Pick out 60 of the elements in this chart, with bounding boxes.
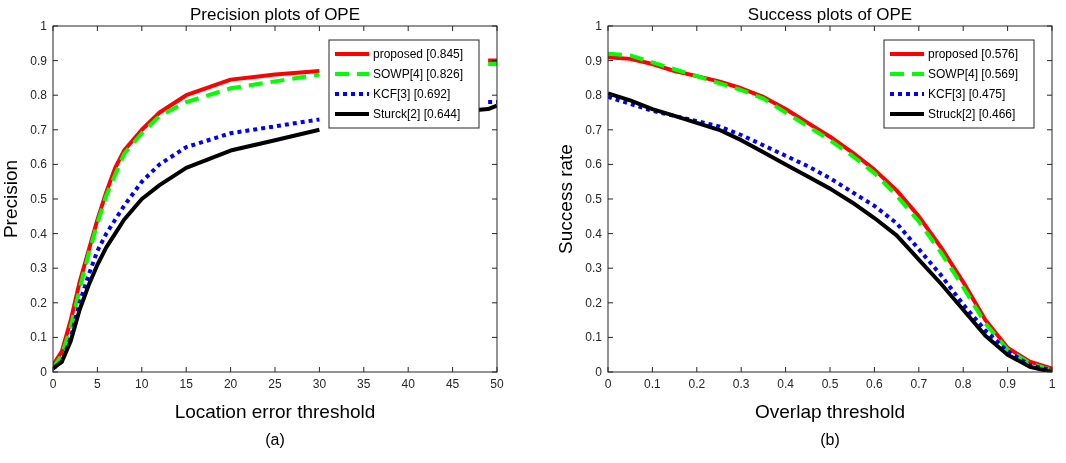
x-tick-label: 5 xyxy=(94,377,102,391)
x-tick-label: 0.7 xyxy=(910,377,928,391)
x-axis-title: Overlap threshold xyxy=(755,401,905,422)
y-tick-label: 0.3 xyxy=(30,261,48,276)
y-tick-label: 1 xyxy=(595,19,603,33)
y-tick-label: 0.6 xyxy=(585,157,603,172)
y-tick-label: 0.6 xyxy=(30,157,48,172)
y-tick-label: 0 xyxy=(40,365,48,379)
y-tick-label: 0.7 xyxy=(30,122,48,137)
y-tick-label: 0.4 xyxy=(585,226,603,241)
y-tick-label: 0.1 xyxy=(585,330,603,345)
y-tick-label: 0.9 xyxy=(30,53,48,68)
x-tick-label: 20 xyxy=(223,377,238,391)
legend-label: Sturck[2] [0.644] xyxy=(373,107,461,121)
text: (a) xyxy=(265,431,285,448)
y-tick-label: 0.2 xyxy=(585,295,603,310)
x-tick-label: 25 xyxy=(268,377,282,391)
y-axis-title: Success rate xyxy=(555,144,576,254)
y-tick-label: 0.8 xyxy=(30,88,48,103)
y-tick-label: 0.3 xyxy=(585,261,603,276)
x-tick-label: 0.3 xyxy=(732,377,750,391)
series-label: SOWP[4] [0.826] xyxy=(373,67,464,81)
x-tick-label: 50 xyxy=(490,377,504,391)
x-tick-label: 0.5 xyxy=(821,377,839,391)
x-tick-label: 30 xyxy=(312,377,327,391)
legend-label: proposed [0.845] xyxy=(373,47,464,61)
y-tick-label: 0.7 xyxy=(585,122,603,137)
x-tick-label: 0.8 xyxy=(954,377,972,391)
legend-label: KCF[3] [0.692] xyxy=(373,87,451,101)
x-tick-label: 0 xyxy=(49,377,57,391)
chart-title: Success plots of OPE xyxy=(747,5,913,24)
y-axis-title: Precision xyxy=(0,159,21,239)
x-tick-label: 0.9 xyxy=(999,377,1017,391)
x-tick-label: 1 xyxy=(1048,377,1056,391)
text: (b) xyxy=(820,431,840,448)
x-tick-label: 0 xyxy=(604,377,612,391)
legend-label: KCF[3] [0.475] xyxy=(928,87,1006,101)
x-tick-label: 0.2 xyxy=(688,377,706,391)
y-tick-label: 0 xyxy=(595,365,603,379)
x-tick-label: 0.1 xyxy=(644,377,662,391)
x-tick-label: 15 xyxy=(179,377,194,391)
x-axis-title: Location error threshold xyxy=(174,401,376,422)
x-tick-label: 0.6 xyxy=(866,377,884,391)
legend-label: proposed [0.576] xyxy=(928,47,1019,61)
x-tick-label: 45 xyxy=(445,377,460,391)
legend-label: SOWP[4] [0.569] xyxy=(928,67,1019,81)
x-tick-label: 10 xyxy=(135,377,149,391)
y-tick-label: 0.4 xyxy=(30,226,48,241)
y-tick-label: 0.2 xyxy=(30,295,48,310)
y-tick-label: 0.5 xyxy=(30,192,48,206)
y-tick-label: 0.8 xyxy=(585,88,603,103)
x-tick-label: 40 xyxy=(401,377,416,391)
x-tick-label: 35 xyxy=(357,377,371,391)
y-tick-label: 0.9 xyxy=(585,53,603,68)
x-tick-label: 0.4 xyxy=(777,377,795,391)
chart-title: Precision plots of OPE xyxy=(189,5,361,24)
legend-label: Struck[2] [0.466] xyxy=(928,107,1016,121)
y-tick-label: 1 xyxy=(40,19,48,33)
y-tick-label: 0.1 xyxy=(30,330,48,345)
y-tick-label: 0.5 xyxy=(585,192,603,206)
